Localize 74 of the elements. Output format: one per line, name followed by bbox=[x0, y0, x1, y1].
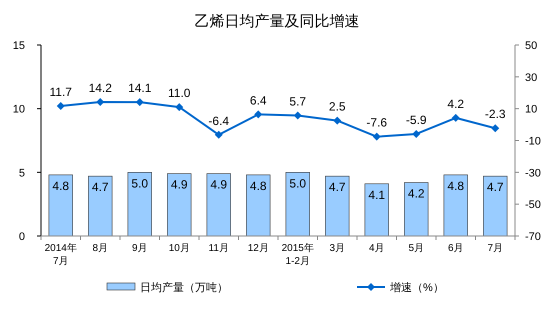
data-label: 5.0 bbox=[289, 176, 306, 190]
y2-tick-label: -10 bbox=[525, 136, 541, 148]
bar bbox=[286, 172, 310, 236]
bar bbox=[167, 173, 192, 236]
point bbox=[452, 114, 460, 122]
data-label: 4.2 bbox=[408, 186, 425, 201]
point bbox=[254, 110, 262, 118]
point bbox=[294, 112, 302, 120]
bar bbox=[206, 173, 231, 236]
x-tick-label: 12月 bbox=[248, 243, 269, 254]
point bbox=[96, 98, 104, 106]
bar bbox=[88, 176, 112, 236]
data-label: 4.9 bbox=[170, 178, 188, 192]
point bbox=[333, 116, 342, 125]
bar bbox=[483, 176, 508, 236]
x-tick-label: 3月 bbox=[329, 243, 346, 254]
data-label: 4.8 bbox=[250, 178, 267, 193]
chart-title: 乙烯日均产量及同比增速 bbox=[194, 13, 360, 30]
data-label: 5.0 bbox=[131, 176, 148, 190]
data-label: 6.4 bbox=[250, 93, 267, 108]
x-tick-label: 5月 bbox=[408, 243, 424, 254]
data-label: 14.2 bbox=[88, 80, 112, 95]
point bbox=[175, 103, 184, 112]
x-tick-label: 11月 bbox=[208, 243, 229, 254]
x-tick-label: 4月 bbox=[368, 243, 385, 254]
data-label: 4.8 bbox=[447, 178, 464, 193]
point bbox=[372, 132, 381, 141]
data-label: 11.0 bbox=[168, 86, 191, 100]
point bbox=[412, 130, 420, 138]
data-label: -7.6 bbox=[366, 116, 388, 130]
bar bbox=[364, 183, 389, 236]
data-label: 4.8 bbox=[52, 178, 70, 193]
x-tick-label: 2015年 1-2月 bbox=[282, 242, 314, 267]
bar bbox=[325, 176, 350, 236]
point bbox=[56, 102, 65, 110]
data-label: 4.2 bbox=[447, 96, 464, 111]
x-tick-label: 9月 bbox=[132, 243, 148, 254]
point bbox=[491, 124, 500, 132]
data-label: 2.5 bbox=[328, 100, 346, 114]
legend-label: 增速（%） bbox=[389, 281, 444, 294]
bar bbox=[48, 174, 73, 236]
data-label: 11.7 bbox=[50, 84, 72, 99]
bar bbox=[444, 174, 468, 236]
data-label: 4.7 bbox=[328, 180, 346, 194]
y2-tick-label: 30 bbox=[525, 72, 538, 84]
data-label: 4.7 bbox=[92, 180, 109, 194]
point bbox=[214, 130, 223, 139]
y2-tick-label: -50 bbox=[525, 199, 541, 212]
y2-tick-label: -30 bbox=[525, 167, 541, 180]
bar bbox=[128, 172, 152, 236]
y2-tick-label: 50 bbox=[525, 40, 538, 52]
legend-label: 日均产量（万吨） bbox=[140, 281, 228, 294]
data-label: 4.9 bbox=[210, 178, 228, 192]
data-label: -5.9 bbox=[406, 112, 427, 127]
x-tick-label: 6月 bbox=[448, 243, 464, 254]
data-label: -2.3 bbox=[484, 107, 506, 122]
data-label: 14.1 bbox=[128, 81, 152, 96]
y2-tick-label: -70 bbox=[525, 231, 541, 243]
point bbox=[136, 98, 144, 106]
y2-tick-label: 10 bbox=[525, 104, 538, 116]
bar bbox=[246, 174, 270, 236]
data-label: 4.1 bbox=[368, 188, 386, 202]
x-tick-label: 2014年 7月 bbox=[44, 242, 77, 267]
data-label: -6.4 bbox=[208, 114, 230, 128]
data-label: 4.7 bbox=[486, 180, 504, 194]
y-tick-label: 15 bbox=[12, 40, 25, 52]
bar bbox=[404, 182, 428, 236]
y-tick-label: 10 bbox=[12, 104, 25, 116]
y-tick-label: 5 bbox=[18, 167, 25, 180]
x-tick-label: 7月 bbox=[487, 243, 504, 254]
data-label: 5.7 bbox=[289, 94, 306, 109]
x-tick-label: 10月 bbox=[168, 243, 190, 254]
x-tick-label: 8月 bbox=[92, 243, 108, 254]
y-tick-label: 0 bbox=[18, 231, 25, 243]
